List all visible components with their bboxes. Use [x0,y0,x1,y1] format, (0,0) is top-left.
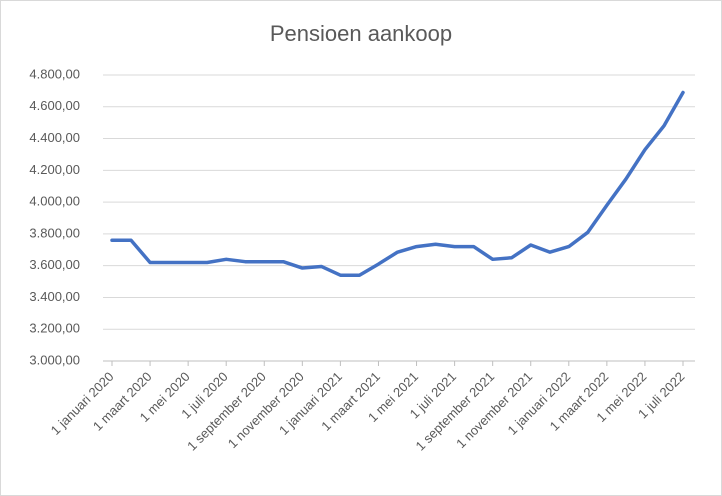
y-tick-label: 4.200,00 [29,162,80,177]
y-tick-label: 3.400,00 [29,289,80,304]
data-line [110,90,685,277]
y-tick-label: 4.000,00 [29,194,80,209]
chart-title: Pensioen aankoop [270,21,452,46]
y-tick-label: 3.800,00 [29,225,80,240]
y-tick-label: 3.000,00 [29,352,80,367]
y-tick-label: 4.800,00 [29,66,80,81]
y-tick-label: 3.200,00 [29,321,80,336]
y-tick-label: 3.600,00 [29,257,80,272]
y-tick-label: 4.400,00 [29,130,80,145]
y-tick-label: 4.600,00 [29,98,80,113]
